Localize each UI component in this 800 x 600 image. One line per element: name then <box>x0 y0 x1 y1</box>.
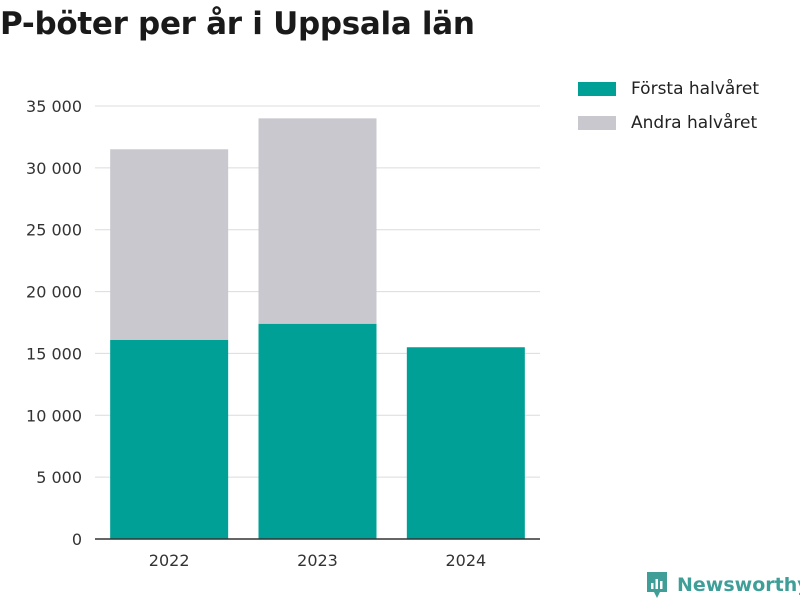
brand-logo: Newsworthy <box>645 570 800 600</box>
y-tick-label: 10 000 <box>26 406 82 425</box>
y-tick-label: 5 000 <box>36 468 82 487</box>
legend-label-first-half: Första halvåret <box>631 79 760 99</box>
legend-swatch-first-half <box>578 82 616 96</box>
bar-2023-series-0 <box>258 323 377 539</box>
x-tick-label: 2024 <box>445 551 486 570</box>
bar-2022-series-1 <box>110 149 229 340</box>
legend: Första halvåret Andra halvåret <box>578 72 759 140</box>
bar-2022-series-0 <box>110 339 229 539</box>
y-tick-label: 15 000 <box>26 344 82 363</box>
legend-label-second-half: Andra halvåret <box>631 113 758 133</box>
legend-item-second-half: Andra halvåret <box>578 106 759 140</box>
legend-swatch-second-half <box>578 116 616 130</box>
stacked-bar-chart: 0 5 000 10 000 15 000 20 000 25 000 30 000 35 0… <box>26 97 540 570</box>
y-tick-label: 35 000 <box>26 97 82 116</box>
y-tick-label: 30 000 <box>26 159 82 178</box>
bar-2024-series-0 <box>406 347 525 539</box>
chart-title: P-böter per år i Uppsala län <box>0 6 475 42</box>
bar-2023-series-1 <box>258 118 377 324</box>
newsworthy-logo-icon <box>647 572 667 598</box>
axes: 0 5 000 10 000 15 000 20 000 25 000 30 000 35 0… <box>26 97 540 570</box>
x-tick-label: 2023 <box>297 551 338 570</box>
brand-name: Newsworthy <box>677 574 800 596</box>
y-tick-label: 0 <box>72 530 82 549</box>
legend-item-first-half: Första halvåret <box>578 72 759 106</box>
x-tick-label: 2022 <box>149 551 190 570</box>
bars <box>110 118 525 539</box>
y-tick-label: 25 000 <box>26 221 82 240</box>
y-tick-label: 20 000 <box>26 283 82 302</box>
